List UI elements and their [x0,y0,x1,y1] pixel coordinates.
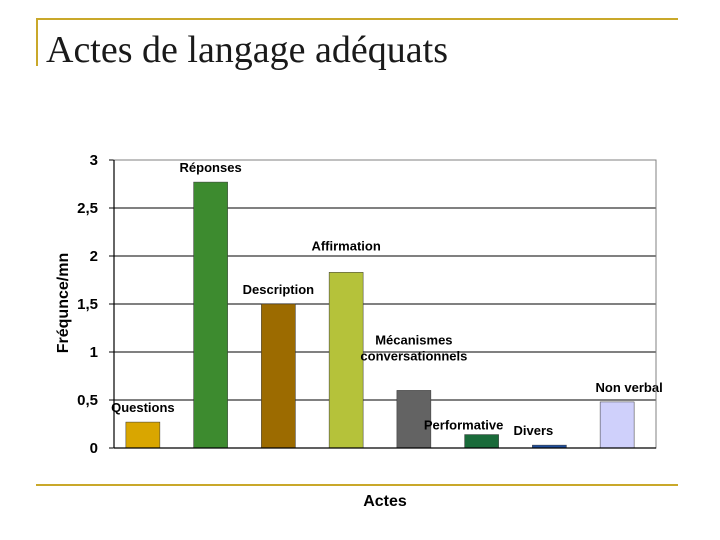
y-tick-labels: 0 0,5 1 1,5 2 2,5 3 [77,152,98,457]
y-tick-label: 1 [90,344,98,361]
bar-label: Non verbal [596,380,663,395]
bar [599,401,635,449]
y-tick-label: 2 [90,248,98,265]
bar-label: Divers [514,423,554,438]
bar-label: Affirmation [311,238,380,253]
title-rule-left [36,18,38,66]
y-tick-label: 0,5 [77,392,98,409]
x-axis-label: Actes [363,493,407,510]
bottom-rule [36,484,678,486]
bar-label: Performative [424,418,503,433]
bar [464,434,499,449]
plot-frame [113,159,657,449]
bar [125,421,161,449]
slide-title: Actes de langage adéquats [46,29,448,71]
bar [328,272,364,449]
y-tick-label: 2,5 [77,200,98,217]
y-tick-label: 1,5 [77,296,98,313]
gridlines [109,159,656,449]
bar [193,181,228,449]
bar-label: Mécanismes conversationnels [360,332,467,363]
bar [261,303,296,449]
bars [125,181,635,449]
y-tick-label: 3 [90,152,98,169]
bar-labels: Questions Réponses Description Affirmation M… [111,160,663,438]
y-tick-label: 0 [90,440,98,457]
title-rule-top [36,18,678,20]
bar-label: Questions [111,400,175,415]
bar [396,390,432,449]
bar-label: Réponses [180,160,242,175]
y-axis-label: Fréqunce/mn [55,253,72,353]
bar-label: Description [243,282,315,297]
